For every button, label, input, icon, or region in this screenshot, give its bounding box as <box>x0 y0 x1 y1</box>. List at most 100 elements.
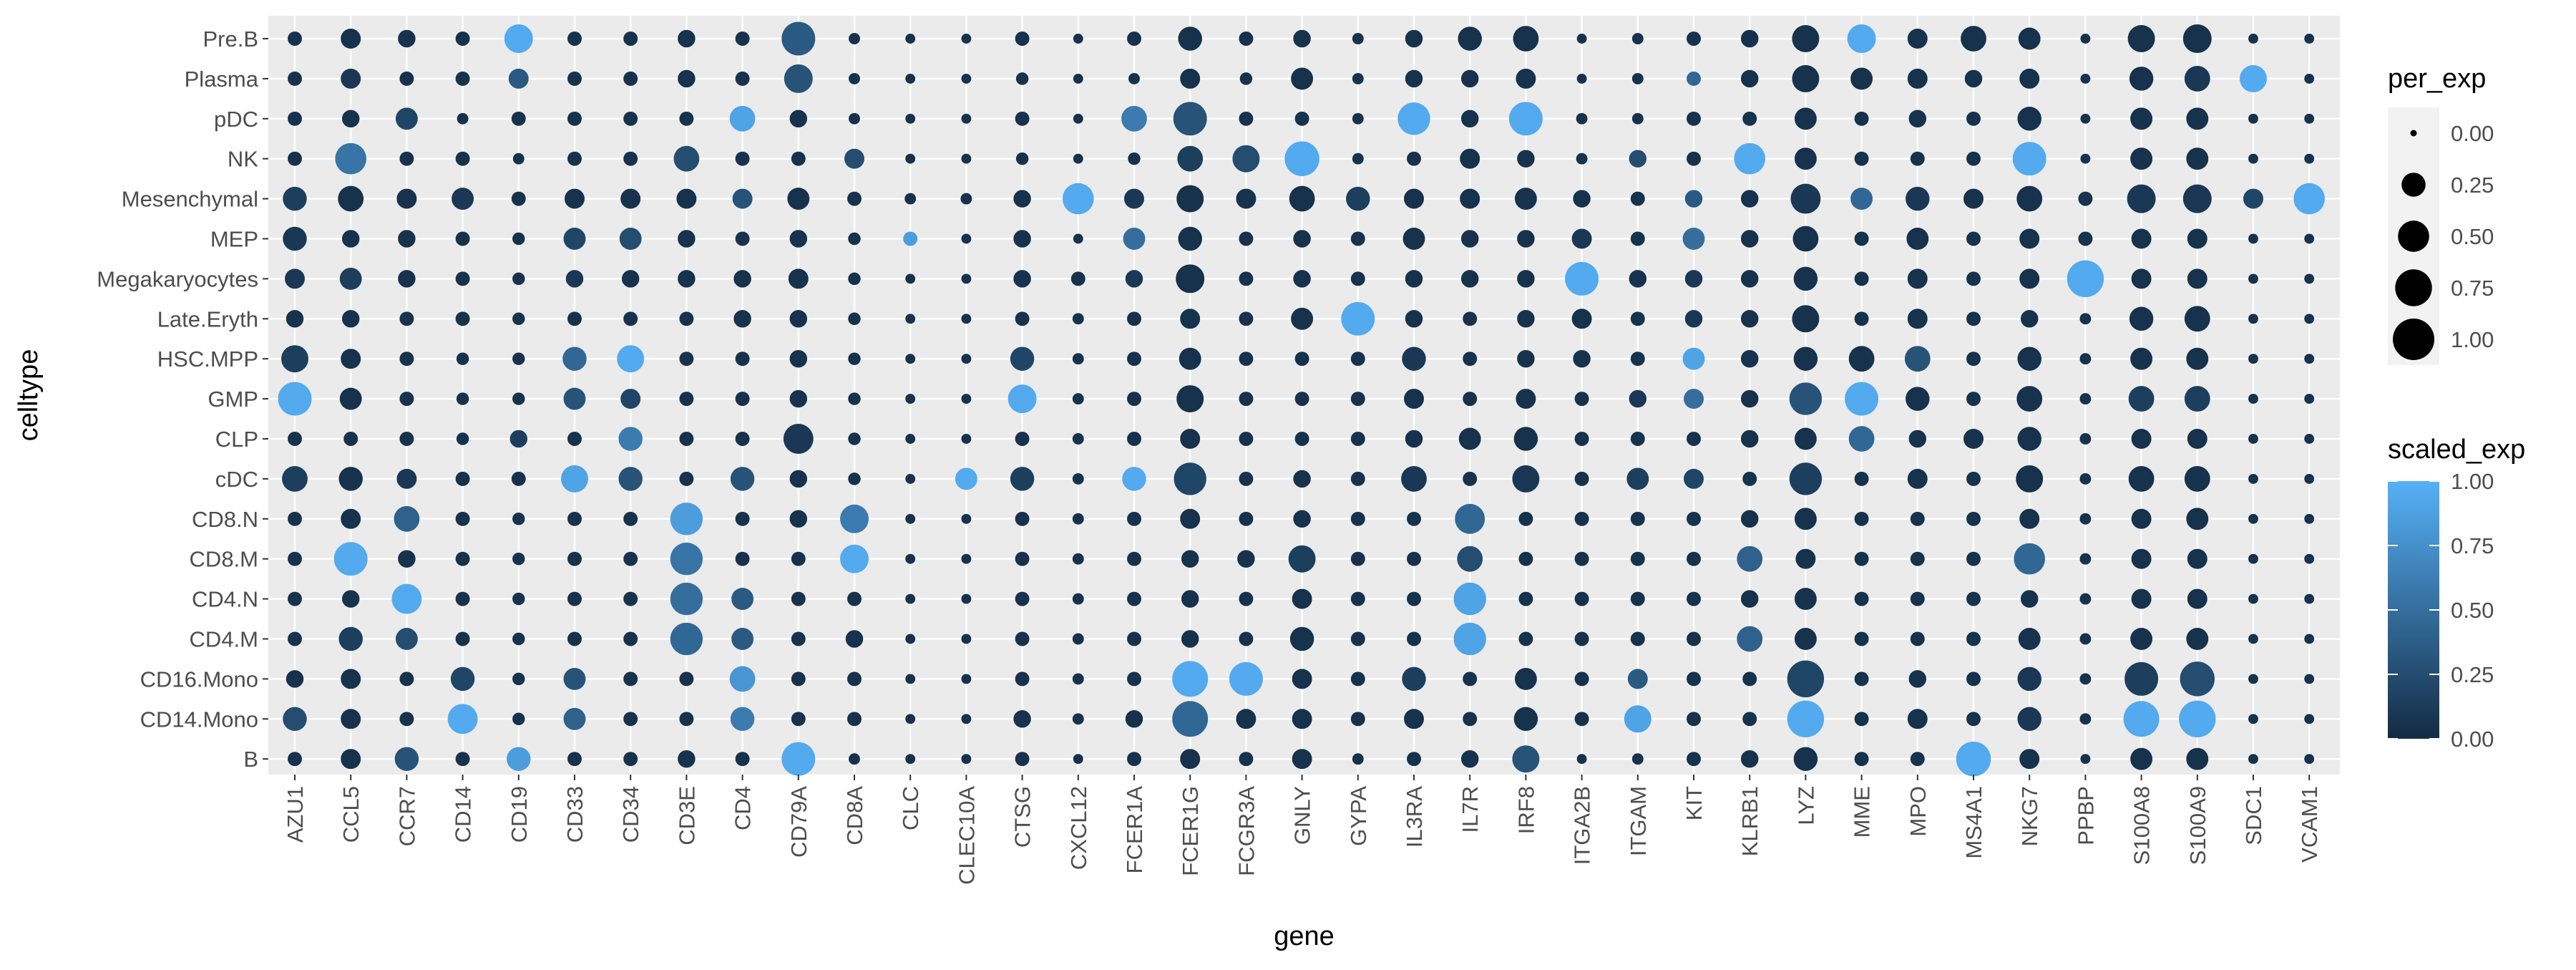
dot-pDC-ITGA2B <box>1576 112 1588 125</box>
dot-Mesenchymal-LYZ <box>1790 183 1821 214</box>
dot-HSC.MPP-CTSG <box>1010 346 1035 371</box>
dot-Megakaryocytes-CD4 <box>733 270 751 288</box>
dot-Late.Eryth-GYPA <box>1341 301 1375 336</box>
dot-B-CXCL12 <box>1073 754 1083 765</box>
dot-CD14.Mono-ITGAM <box>1624 705 1652 733</box>
dot-CD4.N-CLEC10A <box>961 593 972 604</box>
x-tick-label: MPO <box>1906 786 1931 837</box>
dot-GMP-CD34 <box>620 389 641 409</box>
dot-B-ITGAM <box>1631 753 1644 765</box>
dot-CD4.N-PPBP <box>2079 593 2092 605</box>
dot-NK-LYZ <box>1794 147 1817 170</box>
x-tick-label: CD79A <box>786 786 811 858</box>
dot-Pre.B-CCL5 <box>341 29 361 49</box>
dot-cDC-S100A8 <box>2128 465 2155 492</box>
dot-cDC-CD4 <box>730 467 755 491</box>
dot-pDC-CLEC10A <box>961 113 972 124</box>
x-tick-label: CLEC10A <box>954 786 979 885</box>
dot-MEP-PPBP <box>2078 231 2093 246</box>
dot-CD4.N-CD79A <box>791 591 806 606</box>
dot-Plasma-CD34 <box>623 71 638 86</box>
dot-GMP-CD19 <box>512 392 525 405</box>
dot-HSC.MPP-NKG7 <box>2017 346 2041 371</box>
dot-Late.Eryth-IL3RA <box>1405 310 1423 328</box>
dot-CD8.M-CTSG <box>1015 551 1030 566</box>
x-tick-label: GNLY <box>1290 786 1315 845</box>
dot-pDC-GYPA <box>1352 112 1364 125</box>
dot-CD4.M-FCGR3A <box>1239 631 1254 646</box>
dot-MEP-CTSG <box>1013 230 1031 248</box>
dot-Plasma-KLRB1 <box>1740 69 1759 88</box>
dot-NK-CD19 <box>512 152 525 165</box>
x-tick-label: CD33 <box>562 786 587 843</box>
dot-GMP-CCR7 <box>399 392 414 407</box>
dot-B-CD4 <box>735 752 750 767</box>
dot-MEP-GNLY <box>1293 230 1311 248</box>
size-legend-dot <box>2398 220 2429 252</box>
dot-MEP-IL7R <box>1460 230 1479 248</box>
dot-CD4.M-IL3RA <box>1407 631 1421 646</box>
dot-CD14.Mono-MPO <box>1907 709 1928 729</box>
dot-MEP-MPO <box>1906 228 1929 250</box>
dot-Plasma-CLC <box>905 73 916 84</box>
dot-CLP-FCER1G <box>1180 429 1201 449</box>
dot-CLP-CLEC10A <box>961 434 972 444</box>
dot-Mesenchymal-SDC1 <box>2243 188 2263 209</box>
dot-Megakaryocytes-KLRB1 <box>1740 270 1759 288</box>
dot-B-CCL5 <box>341 749 361 770</box>
dot-GMP-FCER1G <box>1176 385 1204 413</box>
dot-CD4.M-CTSG <box>1015 631 1030 646</box>
dot-Mesenchymal-S100A9 <box>2182 184 2212 213</box>
dot-B-FCER1G <box>1180 749 1201 770</box>
dot-Pre.B-PPBP <box>2080 34 2091 44</box>
dot-CD8.N-CD34 <box>623 511 638 526</box>
dot-Megakaryocytes-MME <box>1854 271 1869 286</box>
dot-GMP-SDC1 <box>2248 394 2258 404</box>
dot-CD4.M-CD8A <box>845 630 864 648</box>
dot-CD8.N-FCER1G <box>1180 508 1201 529</box>
y-tick-label: Plasma <box>185 67 259 92</box>
dot-HSC.MPP-CCL5 <box>341 349 361 369</box>
dot-HSC.MPP-CLC <box>905 354 916 364</box>
dot-Late.Eryth-MME <box>1854 311 1869 326</box>
dot-GMP-VCAM1 <box>2304 394 2315 404</box>
dot-NK-S100A9 <box>2186 147 2209 170</box>
dot-CLP-ITGAM <box>1630 432 1645 446</box>
dot-CD8.N-MPO <box>1910 511 1925 526</box>
dot-Plasma-KIT <box>1687 71 1701 86</box>
dot-CD8.M-SDC1 <box>2248 553 2258 564</box>
dot-MEP-CD3E <box>678 230 696 248</box>
dot-cDC-CCR7 <box>396 468 417 489</box>
size-legend-dot <box>2393 319 2434 360</box>
dot-CD16.Mono-CD8A <box>847 671 862 687</box>
dot-cDC-GNLY <box>1293 470 1311 488</box>
dot-B-NKG7 <box>2019 749 2040 770</box>
dot-Plasma-MME <box>1850 67 1873 90</box>
dot-CD8.M-S100A8 <box>2131 548 2152 569</box>
dot-CD16.Mono-MPO <box>1908 670 1927 688</box>
dot-CD14.Mono-FCGR3A <box>1236 709 1257 729</box>
dot-pDC-CD34 <box>623 111 638 126</box>
dot-CD8.M-IRF8 <box>1518 551 1533 566</box>
dot-CD16.Mono-CXCL12 <box>1072 673 1084 685</box>
dot-CD8.M-KLRB1 <box>1737 545 1763 572</box>
dot-CLP-MPO <box>1908 430 1927 448</box>
dot-CLP-CCR7 <box>399 432 414 446</box>
dot-Pre.B-ITGAM <box>1631 33 1644 44</box>
dot-Plasma-CD4 <box>735 71 750 86</box>
dot-CD8.M-CD34 <box>623 551 638 566</box>
dot-Megakaryocytes-CD3E <box>678 270 696 288</box>
dot-CD16.Mono-CD19 <box>512 672 525 686</box>
dot-Plasma-CLEC10A <box>961 73 972 84</box>
dot-Mesenchymal-GNLY <box>1289 185 1315 212</box>
x-tick-label: ITGAM <box>1626 786 1651 856</box>
dot-Pre.B-AZU1 <box>288 31 302 46</box>
dot-cDC-CLEC10A <box>955 467 977 490</box>
dot-CD8.M-CLC <box>905 553 916 564</box>
dot-CD16.Mono-ITGAM <box>1627 669 1648 689</box>
dot-cDC-CD3E <box>679 471 694 486</box>
y-tick-label: CLP <box>215 427 258 452</box>
dot-pDC-LYZ <box>1794 107 1817 130</box>
dot-CD4.M-CLC <box>905 634 916 644</box>
